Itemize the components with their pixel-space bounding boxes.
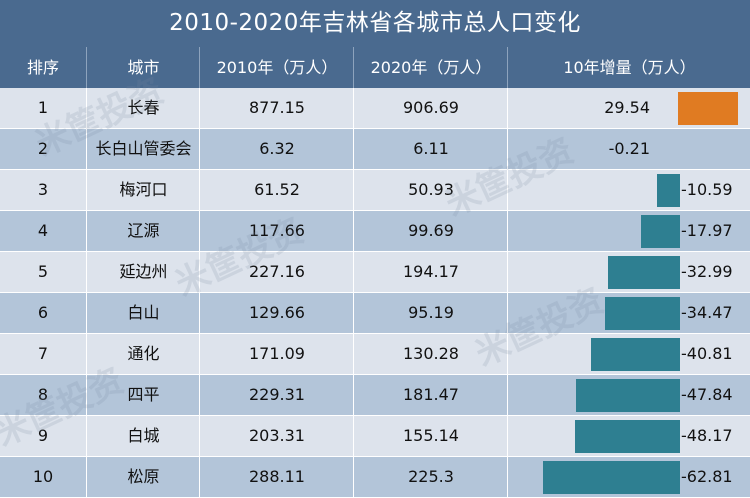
city-cell: 白山 (86, 293, 200, 333)
row-divider (0, 374, 750, 375)
pop-2010-cell: 6.32 (199, 129, 354, 169)
rank-cell: 9 (0, 416, 86, 456)
pop-2010-cell: 203.31 (199, 416, 354, 456)
header-rank: 排序 (26, 58, 59, 77)
rank-cell: 8 (0, 375, 86, 415)
change-value: -47.84 (681, 385, 733, 404)
pop-2020-cell: 95.19 (353, 293, 508, 333)
change-value: 29.54 (604, 98, 650, 117)
pop-2020-cell: 6.11 (353, 129, 508, 169)
rank-cell: 6 (0, 293, 86, 333)
table-row: 8 四平 229.31 181.47 -47.84 (0, 375, 750, 416)
header-city: 城市 (86, 47, 200, 88)
city-cell: 通化 (86, 334, 200, 374)
change-value: -62.81 (681, 467, 733, 486)
table-row: 1 长春 877.15 906.69 29.54 (0, 88, 750, 129)
city-cell: 白城 (86, 416, 200, 456)
change-value: -0.21 (608, 139, 650, 158)
row-divider (0, 210, 750, 211)
city-cell: 四平 (86, 375, 200, 415)
row-divider (0, 415, 750, 416)
city-cell: 松原 (86, 457, 200, 497)
city-cell: 长春 (86, 88, 200, 128)
city-cell: 梅河口 (86, 170, 200, 210)
pop-2020-cell: 130.28 (353, 334, 508, 374)
pop-2010-cell: 227.16 (199, 252, 354, 292)
rank-cell: 3 (0, 170, 86, 210)
change-bar-negative (575, 420, 680, 453)
change-bar-negative (605, 297, 680, 330)
city-cell: 延边州 (86, 252, 200, 292)
pop-2020-cell: 50.93 (353, 170, 508, 210)
rank-cell: 1 (0, 88, 86, 128)
pop-2010-cell: 61.52 (199, 170, 354, 210)
pop-2010-cell: 229.31 (199, 375, 354, 415)
row-divider (0, 251, 750, 252)
change-cell (507, 170, 750, 210)
pop-2010-cell: 129.66 (199, 293, 354, 333)
city-cell: 长白山管委会 (86, 129, 200, 169)
row-divider (0, 292, 750, 293)
change-value: -32.99 (681, 262, 733, 281)
table-row: 5 延边州 227.16 194.17 -32.99 (0, 252, 750, 293)
rank-cell: 5 (0, 252, 86, 292)
table-row: 4 辽源 117.66 99.69 -17.97 (0, 211, 750, 252)
city-cell: 辽源 (86, 211, 200, 251)
change-bar-negative (608, 256, 680, 289)
pop-2010-cell: 877.15 (199, 88, 354, 128)
row-divider (0, 169, 750, 170)
pop-2010-cell: 288.11 (199, 457, 354, 497)
change-value: -48.17 (681, 426, 733, 445)
rank-cell: 7 (0, 334, 86, 374)
pop-2020-cell: 181.47 (353, 375, 508, 415)
header-change: 10年增量（万人） (507, 47, 750, 88)
table-row: 10 松原 288.11 225.3 -62.81 (0, 457, 750, 498)
table-row: 7 通化 171.09 130.28 -40.81 (0, 334, 750, 375)
change-bar-negative (657, 174, 680, 207)
change-bar-negative (641, 215, 680, 248)
rank-cell: 2 (0, 129, 86, 169)
change-bar-negative (576, 379, 680, 412)
table-row: 9 白城 203.31 155.14 -48.17 (0, 416, 750, 457)
change-bar-negative (591, 338, 680, 371)
table-row: 2 长白山管委会 6.32 6.11 -0.21 (0, 129, 750, 170)
change-cell (507, 211, 750, 251)
table-title: 2010-2020年吉林省各城市总人口变化 (0, 0, 750, 47)
pop-2010-cell: 117.66 (199, 211, 354, 251)
change-value: -17.97 (681, 221, 733, 240)
pop-2020-cell: 906.69 (353, 88, 508, 128)
pop-2020-cell: 225.3 (353, 457, 508, 497)
change-value: -40.81 (681, 344, 733, 363)
row-divider (0, 333, 750, 334)
header-2020: 2020年（万人） (353, 47, 508, 88)
change-cell (507, 129, 750, 169)
change-value: -34.47 (681, 303, 733, 322)
change-value: -10.59 (681, 180, 733, 199)
pop-2010-cell: 171.09 (199, 334, 354, 374)
row-divider (0, 456, 750, 457)
pop-2020-cell: 194.17 (353, 252, 508, 292)
change-bar-negative (543, 461, 680, 494)
pop-2020-cell: 99.69 (353, 211, 508, 251)
row-divider (0, 128, 750, 129)
pop-2020-cell: 155.14 (353, 416, 508, 456)
table-row: 6 白山 129.66 95.19 -34.47 (0, 293, 750, 334)
table-row: 3 梅河口 61.52 50.93 -10.59 (0, 170, 750, 211)
header-row: 排序 城市 2010年（万人） 2020年（万人） 10年增量（万人） (0, 47, 750, 88)
rank-cell: 10 (0, 457, 86, 497)
header-2010: 2010年（万人） (199, 47, 354, 88)
rank-cell: 4 (0, 211, 86, 251)
change-bar-positive (678, 92, 738, 125)
